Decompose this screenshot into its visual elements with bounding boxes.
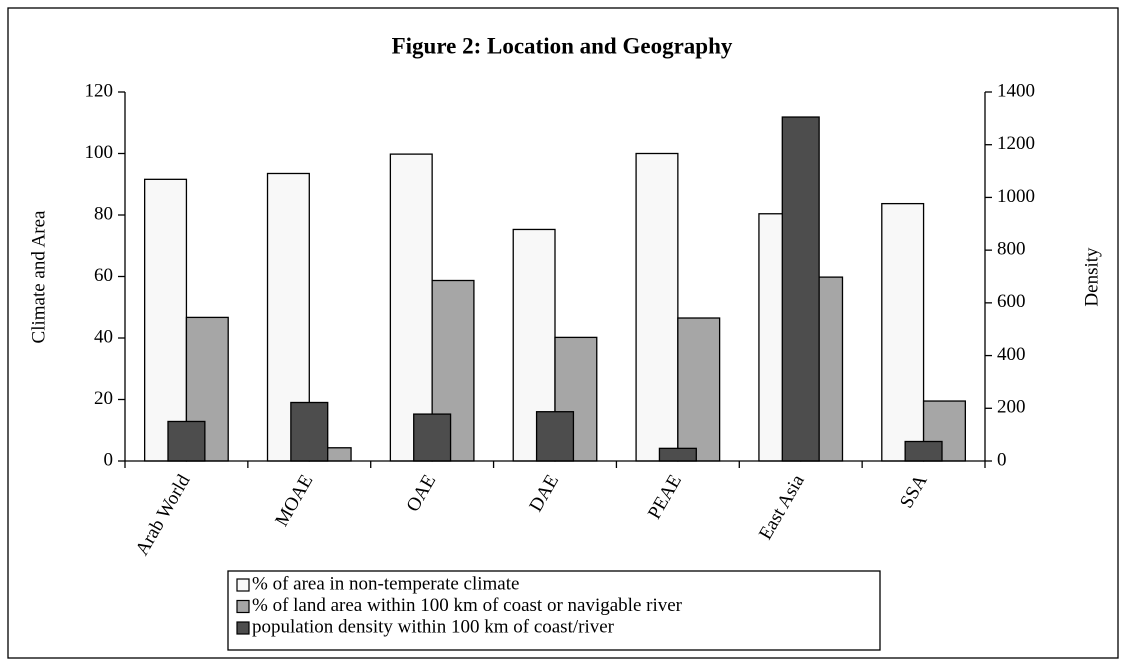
y2-axis-label: Density: [1081, 247, 1102, 307]
y-tick-label: 60: [94, 265, 113, 286]
y-tick-label: 0: [104, 449, 114, 470]
y2-tick-label: 1200: [997, 133, 1035, 154]
y2-tick-label: 200: [997, 397, 1026, 418]
legend-swatch: [236, 578, 250, 592]
bar: [413, 413, 452, 462]
y-axis-label: Climate and Area: [28, 210, 49, 344]
bar: [635, 152, 679, 462]
legend-label: % of land area within 100 km of coast or…: [252, 595, 683, 616]
bar: [167, 420, 206, 462]
y2-tick-label: 1000: [997, 186, 1035, 207]
bar: [904, 440, 943, 462]
y-tick-label: 40: [94, 326, 113, 347]
bar: [781, 116, 820, 462]
bar: [881, 202, 925, 462]
y-tick-label: 80: [94, 203, 113, 224]
bar: [535, 411, 575, 462]
legend: [227, 570, 881, 651]
legend-swatch: [236, 621, 250, 635]
legend-label: population density within 100 km of coas…: [252, 616, 615, 637]
y-tick-label: 20: [94, 388, 113, 409]
bar: [677, 317, 721, 462]
y-tick-label: 100: [85, 142, 114, 163]
y-tick-label: 120: [85, 80, 114, 101]
bar: [658, 447, 697, 462]
y2-tick-label: 800: [997, 239, 1026, 260]
y2-tick-label: 0: [997, 449, 1007, 470]
legend-swatch: [236, 599, 250, 614]
y2-tick-label: 1400: [997, 80, 1035, 101]
bar: [144, 178, 188, 462]
legend-label: % of area in non-temperate climate: [252, 573, 519, 594]
bar: [290, 401, 329, 462]
y2-tick-label: 600: [997, 291, 1026, 312]
y2-tick-label: 400: [997, 344, 1026, 365]
chart-title: Figure 2: Location and Geography: [392, 33, 733, 58]
